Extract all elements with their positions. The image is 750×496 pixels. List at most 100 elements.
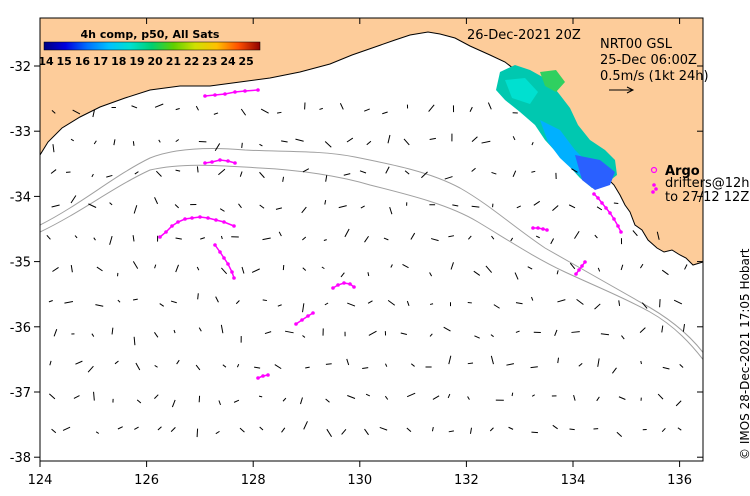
current-vector	[471, 205, 480, 208]
current-vector	[367, 300, 373, 304]
current-vector	[366, 140, 372, 146]
current-vector	[364, 235, 369, 243]
current-vector	[491, 171, 497, 175]
current-vector	[175, 237, 182, 240]
current-vector	[176, 359, 180, 365]
current-vector	[491, 235, 495, 240]
current-vector	[347, 395, 356, 399]
current-vector	[258, 395, 263, 398]
current-vector	[512, 136, 516, 141]
current-vector	[132, 298, 138, 301]
current-vector	[196, 266, 200, 271]
current-vector	[385, 166, 390, 174]
current-vector	[568, 204, 576, 209]
current-vector	[133, 336, 136, 346]
current-vector	[50, 169, 57, 174]
current-vector	[641, 302, 648, 309]
argo-label: Argo	[665, 164, 700, 179]
product-name: NRT00 GSL	[600, 37, 673, 52]
colorbar-label: 25	[239, 55, 254, 68]
current-vector	[346, 358, 350, 366]
current-vector	[175, 169, 181, 172]
current-vector	[684, 264, 688, 270]
current-vector	[300, 397, 303, 405]
current-vector	[53, 329, 58, 337]
colorbar-label: 14	[38, 55, 54, 68]
current-vector	[379, 426, 388, 431]
current-vector	[661, 269, 669, 276]
current-vector	[295, 138, 304, 142]
current-vector	[531, 394, 536, 397]
current-vector	[661, 325, 664, 333]
current-vector	[93, 237, 96, 241]
argo-marker	[650, 166, 658, 174]
lat-tick-label: -36	[10, 321, 31, 336]
current-vector	[429, 303, 434, 305]
current-vector	[594, 234, 598, 239]
current-vector	[621, 335, 625, 340]
current-vector	[214, 143, 221, 152]
current-vector	[285, 330, 294, 334]
current-vector	[91, 173, 94, 178]
current-vector	[262, 237, 271, 241]
current-vector	[46, 234, 51, 240]
current-vector	[338, 205, 347, 209]
current-vector	[661, 427, 666, 433]
current-vector	[510, 237, 514, 242]
current-vector	[410, 232, 416, 240]
current-vector	[556, 270, 559, 275]
current-vector	[481, 140, 491, 144]
current-vector	[239, 171, 243, 177]
current-vector	[131, 105, 138, 109]
current-vector	[447, 393, 451, 399]
current-vector	[639, 327, 646, 333]
colorbar-label: 15	[57, 55, 72, 68]
current-vector	[573, 394, 576, 401]
current-vector	[340, 272, 345, 278]
current-vector	[469, 106, 473, 112]
current-vector	[339, 103, 344, 110]
current-vector	[639, 263, 644, 269]
current-vector	[384, 395, 389, 400]
current-vector	[241, 142, 243, 149]
current-vector	[569, 428, 575, 431]
current-vector	[239, 427, 245, 433]
current-vector	[197, 293, 199, 300]
current-vector	[75, 360, 83, 365]
current-vector	[468, 235, 472, 240]
current-vector	[490, 334, 494, 338]
current-vector	[493, 304, 500, 309]
lon-tick-label: 132	[454, 473, 479, 488]
current-vector	[282, 176, 285, 182]
current-vector	[597, 358, 600, 367]
current-vector	[557, 299, 566, 303]
current-vector	[431, 426, 434, 432]
current-vector	[173, 329, 176, 334]
current-vector	[70, 195, 77, 204]
current-vector	[154, 332, 159, 338]
sst-colorbar: 4h comp, p50, All Sats 14 15 16 17 18 19 20 21 2…	[38, 28, 261, 68]
current-vector	[616, 431, 623, 438]
current-vector	[362, 367, 369, 370]
current-vector	[49, 360, 52, 366]
current-vector	[220, 324, 224, 334]
current-vector	[385, 363, 388, 367]
current-vector	[597, 267, 601, 272]
current-vector	[527, 266, 533, 270]
current-vector	[62, 426, 71, 431]
current-vector	[113, 139, 116, 146]
current-vector	[259, 171, 265, 179]
current-vector	[70, 138, 74, 142]
current-vector	[448, 235, 455, 238]
current-vector	[471, 167, 476, 172]
current-vector	[274, 364, 282, 370]
longitude-axis: 124 126 128 130 132 134 136	[28, 18, 692, 488]
current-vector	[74, 235, 78, 239]
current-vector	[64, 300, 74, 304]
current-vector	[569, 262, 576, 270]
current-vector	[429, 272, 433, 277]
current-vector	[158, 139, 161, 143]
drifter-track	[158, 215, 236, 239]
lat-tick-label: -32	[10, 60, 31, 75]
